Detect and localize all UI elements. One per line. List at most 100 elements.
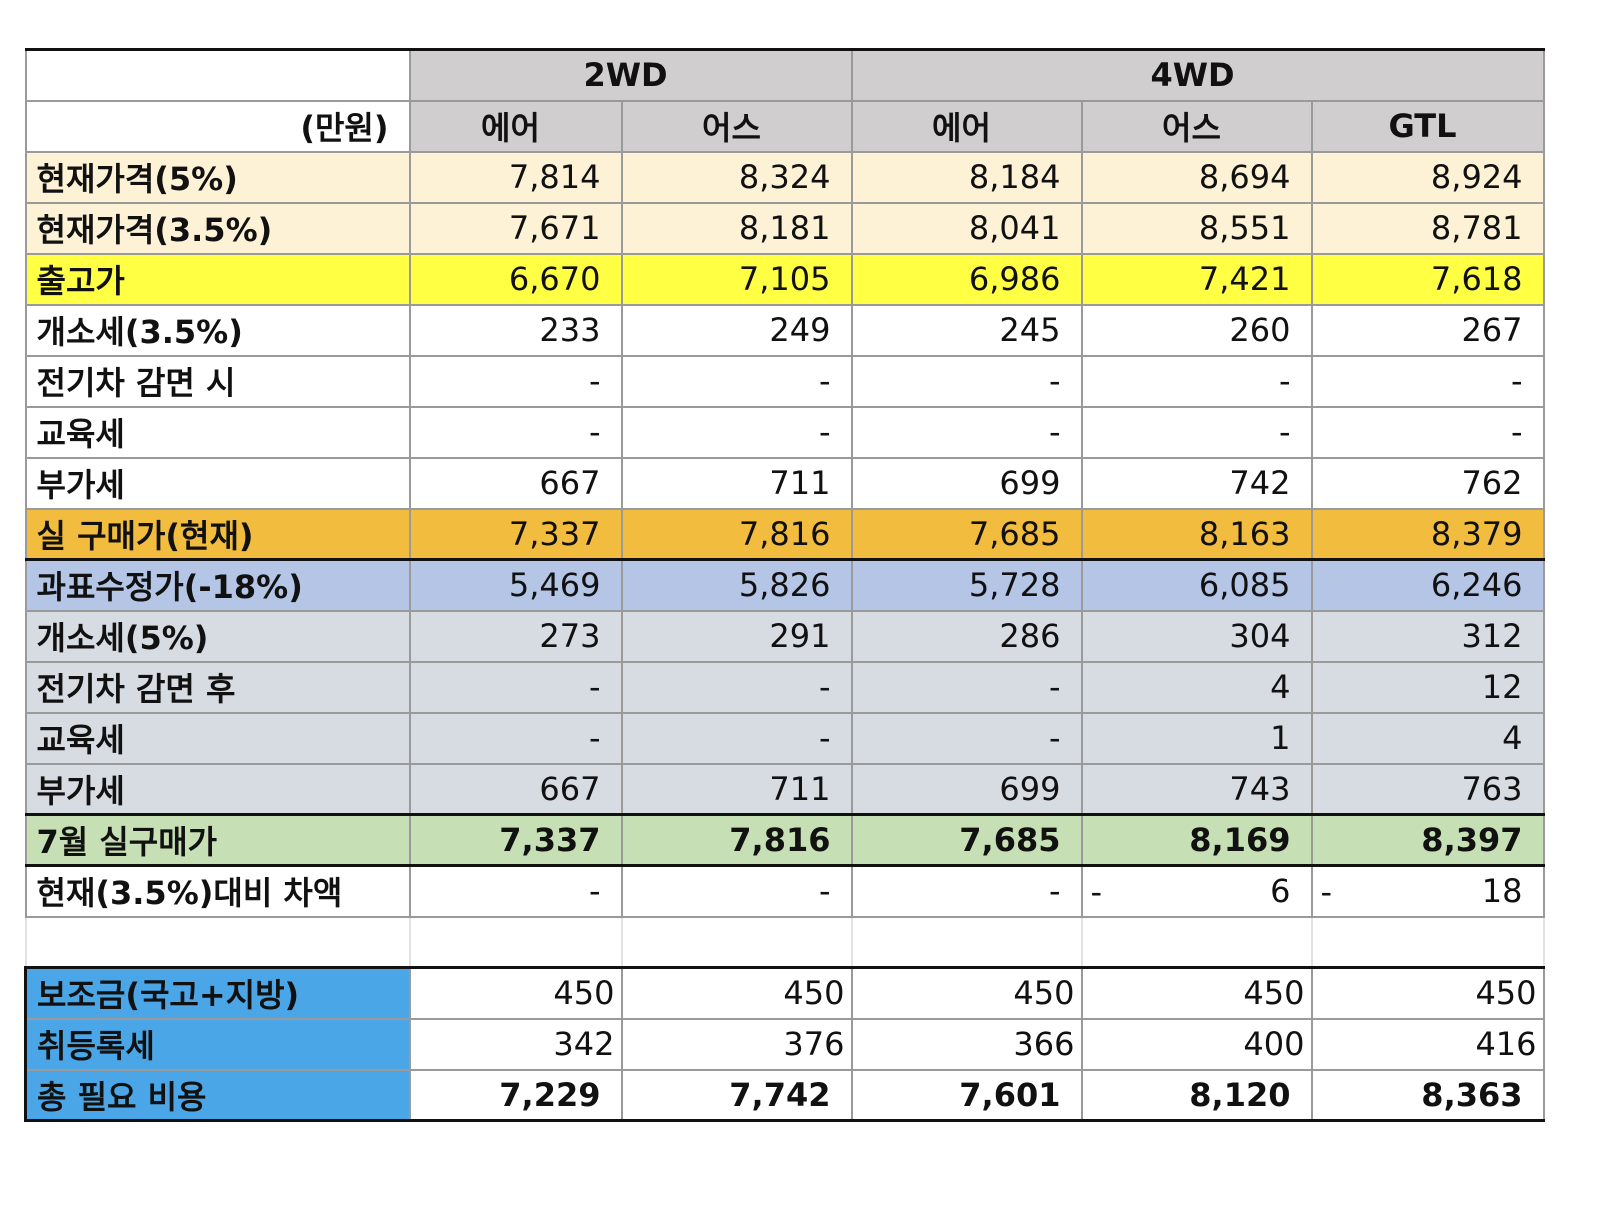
column-4wd-gtl[interactable]: GTL [1310,99,1545,153]
summary-value-cell[interactable]: 366 [850,1017,1083,1071]
row-label[interactable]: 출고가 [24,252,411,306]
row-label[interactable]: 부가세 [24,762,411,816]
value-cell[interactable]: 8,163 [1080,507,1313,561]
value-cell[interactable]: - [408,864,623,918]
value-cell[interactable]: - [620,660,853,714]
row-label[interactable]: 7월 실구매가 [24,813,411,867]
value-cell[interactable]: 8,397 [1310,813,1545,867]
value-cell[interactable]: 5,469 [408,558,623,612]
row-label[interactable]: 개소세(3.5%) [24,303,411,357]
value-cell[interactable]: 8,924 [1310,150,1545,204]
value-cell[interactable]: 7,814 [408,150,623,204]
value-cell[interactable]: - [1080,405,1313,459]
value-cell[interactable]: 699 [850,456,1083,510]
value-cell[interactable]: 7,816 [620,507,853,561]
value-cell[interactable]: 7,685 [850,813,1083,867]
value-cell[interactable]: 8,169 [1080,813,1313,867]
value-cell[interactable]: 762 [1310,456,1545,510]
summary-value-cell[interactable]: 342 [408,1017,623,1071]
value-cell[interactable]: - [850,711,1083,765]
summary-label[interactable]: 보조금(국고+지방) [24,966,411,1020]
value-cell[interactable]: 8,551 [1080,201,1313,255]
value-cell[interactable]: 304 [1080,609,1313,663]
spacer-cell[interactable] [620,915,853,969]
value-cell[interactable]: 312 [1310,609,1545,663]
value-cell[interactable]: 7,671 [408,201,623,255]
value-cell[interactable]: - [408,711,623,765]
value-cell[interactable]: - [408,405,623,459]
value-cell[interactable]: 7,816 [620,813,853,867]
row-label[interactable]: 교육세 [24,405,411,459]
value-cell[interactable]: 233 [408,303,623,357]
summary-value-cell[interactable]: 7,229 [408,1068,623,1122]
value-cell[interactable]: 6,670 [408,252,623,306]
value-cell[interactable]: 8,181 [620,201,853,255]
value-cell[interactable]: 7,618 [1310,252,1545,306]
corner-cell[interactable] [24,48,411,102]
value-cell[interactable]: - 18 [1310,864,1545,918]
value-cell[interactable]: 267 [1310,303,1545,357]
summary-value-cell[interactable]: 450 [620,966,853,1020]
row-label[interactable]: 개소세(5%) [24,609,411,663]
row-label[interactable]: 과표수정가(-18%) [24,558,411,612]
value-cell[interactable]: 7,337 [408,507,623,561]
summary-value-cell[interactable]: 416 [1310,1017,1545,1071]
value-cell[interactable]: 273 [408,609,623,663]
value-cell[interactable]: - [620,711,853,765]
summary-value-cell[interactable]: 7,601 [850,1068,1083,1122]
value-cell[interactable]: - [850,354,1083,408]
column-2wd-air[interactable]: 에어 [408,99,623,153]
value-cell[interactable]: 12 [1310,660,1545,714]
value-cell[interactable]: 763 [1310,762,1545,816]
summary-label[interactable]: 총 필요 비용 [24,1068,411,1122]
summary-value-cell[interactable]: 8,363 [1310,1068,1545,1122]
summary-value-cell[interactable]: 450 [1080,966,1313,1020]
value-cell[interactable]: 7,421 [1080,252,1313,306]
summary-value-cell[interactable]: 450 [1310,966,1545,1020]
value-cell[interactable]: 8,324 [620,150,853,204]
value-cell[interactable]: 4 [1080,660,1313,714]
value-cell[interactable]: - [850,864,1083,918]
row-label[interactable]: 현재가격(5%) [24,150,411,204]
column-2wd-earth[interactable]: 어스 [620,99,853,153]
value-cell[interactable]: 711 [620,456,853,510]
summary-value-cell[interactable]: 400 [1080,1017,1313,1071]
summary-value-cell[interactable]: 450 [408,966,623,1020]
row-label[interactable]: 부가세 [24,456,411,510]
value-cell[interactable]: 8,781 [1310,201,1545,255]
value-cell[interactable]: 6,085 [1080,558,1313,612]
spacer-cell[interactable] [1310,915,1545,969]
spacer-cell[interactable] [408,915,623,969]
value-cell[interactable]: 667 [408,456,623,510]
value-cell[interactable]: - [1310,405,1545,459]
value-cell[interactable]: - [850,660,1083,714]
value-cell[interactable]: 260 [1080,303,1313,357]
value-cell[interactable]: 743 [1080,762,1313,816]
row-label[interactable]: 전기차 감면 후 [24,660,411,714]
value-cell[interactable]: 667 [408,762,623,816]
row-label[interactable]: 교육세 [24,711,411,765]
value-cell[interactable]: 8,379 [1310,507,1545,561]
column-4wd-earth[interactable]: 어스 [1080,99,1313,153]
value-cell[interactable]: 5,826 [620,558,853,612]
value-cell[interactable]: 245 [850,303,1083,357]
value-cell[interactable]: 4 [1310,711,1545,765]
value-cell[interactable]: - [408,660,623,714]
header-4wd[interactable]: 4WD [850,48,1545,102]
value-cell[interactable]: 742 [1080,456,1313,510]
value-cell[interactable]: 5,728 [850,558,1083,612]
column-4wd-air[interactable]: 에어 [850,99,1083,153]
value-cell[interactable]: 6,246 [1310,558,1545,612]
row-label[interactable]: 현재(3.5%)대비 차액 [24,864,411,918]
row-label[interactable]: 전기차 감면 시 [24,354,411,408]
summary-value-cell[interactable]: 450 [850,966,1083,1020]
row-label[interactable]: 현재가격(3.5%) [24,201,411,255]
header-2wd[interactable]: 2WD [408,48,853,102]
value-cell[interactable]: 1 [1080,711,1313,765]
value-cell[interactable]: 291 [620,609,853,663]
value-cell[interactable]: 699 [850,762,1083,816]
value-cell[interactable]: - [620,354,853,408]
value-cell[interactable]: 249 [620,303,853,357]
value-cell[interactable]: -6 [1080,864,1313,918]
summary-value-cell[interactable]: 376 [620,1017,853,1071]
